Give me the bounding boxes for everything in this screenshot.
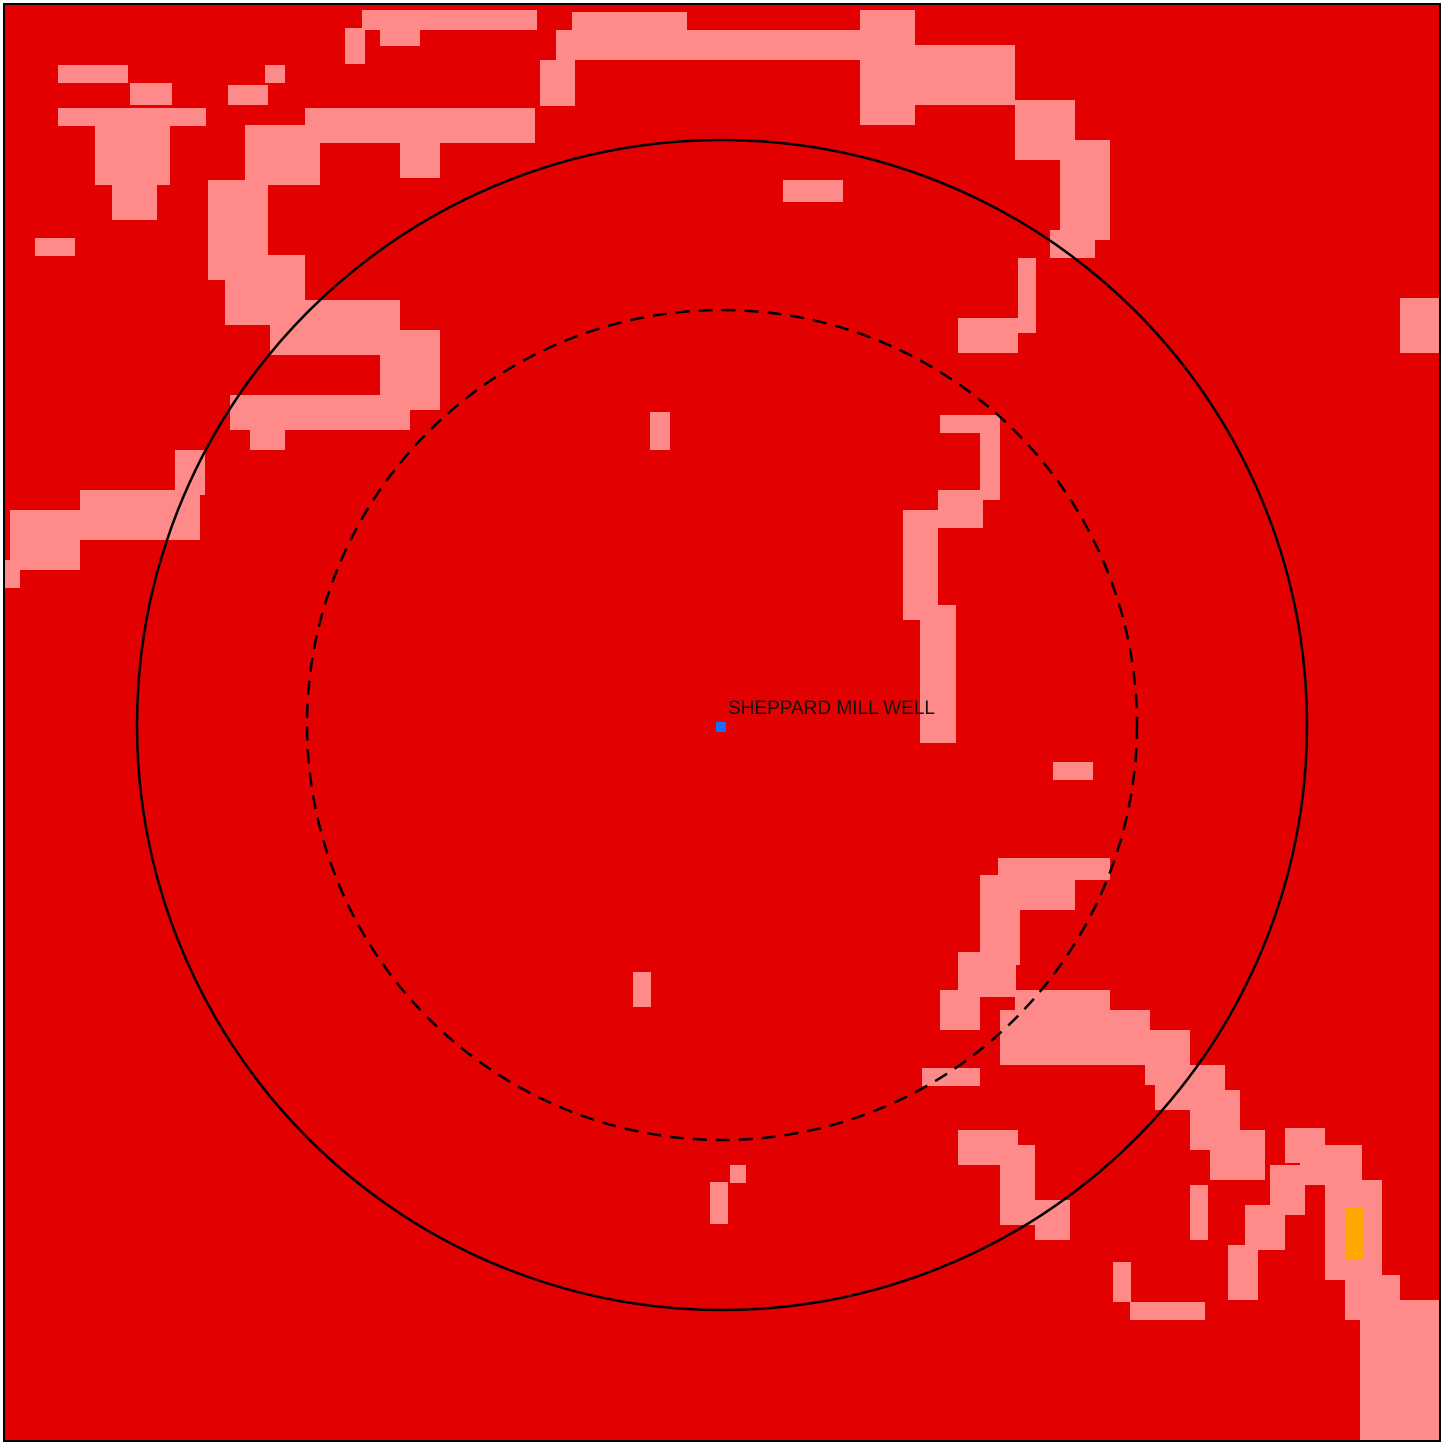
map-frame [3, 3, 1441, 1442]
patch-right-arc-3 [1050, 230, 1095, 258]
outer-ring [135, 138, 1309, 1312]
well-label: SHEPPARD MILL WELL [728, 698, 935, 719]
patch-top-band-4 [572, 12, 687, 34]
patch-small-1 [783, 180, 843, 202]
patch-left-top-3 [228, 85, 268, 105]
patch-left-top-6 [95, 125, 170, 185]
patch-lower-24 [1113, 1262, 1131, 1302]
patch-top-band-1 [362, 10, 537, 30]
patch-strip-4 [903, 510, 938, 620]
patch-small-4 [633, 972, 651, 1007]
patch-top-band-5 [556, 30, 886, 60]
patch-lower-7 [1000, 1010, 1150, 1065]
patch-left-top-7 [112, 180, 157, 220]
patch-lower-19 [1228, 1245, 1258, 1300]
patch-top-band-6 [540, 60, 575, 106]
patch-small-2 [650, 412, 670, 450]
patch-top-band-3 [345, 28, 365, 64]
patch-lower-11 [1210, 1130, 1265, 1180]
patch-left-band-1 [175, 450, 205, 495]
patch-right-edge [1400, 298, 1440, 353]
patch-hook-2 [400, 140, 440, 178]
patch-small-5 [730, 1165, 746, 1183]
patch-left-band-3 [10, 510, 80, 570]
patch-lower-2 [980, 875, 1075, 910]
patch-lower-16 [1360, 1300, 1440, 1440]
patch-strip-1 [940, 415, 1000, 433]
patch-right-arc-2 [1060, 140, 1110, 240]
patch-top-band-2 [380, 28, 420, 46]
patch-mid-right-1 [1018, 258, 1036, 333]
patch-hook-3 [245, 125, 320, 185]
patch-hook-8 [230, 395, 410, 430]
patch-lower-23 [1035, 1200, 1070, 1240]
patch-hook-1 [305, 108, 535, 143]
patch-lower-22 [1000, 1145, 1035, 1225]
patch-top-band-8 [915, 45, 1015, 105]
patch-small-3 [1053, 762, 1093, 780]
patch-left-top-1 [58, 65, 128, 83]
patch-lower-25 [1130, 1302, 1205, 1320]
inner-ring [305, 308, 1139, 1142]
patch-mid-right-2 [958, 318, 1018, 353]
patch-lower-26 [922, 1068, 980, 1086]
patch-hook-9 [250, 425, 285, 450]
patch-lower-20 [1190, 1185, 1208, 1240]
patch-left-top-8 [35, 238, 75, 256]
patch-lower-18 [1245, 1205, 1285, 1250]
patch-top-band-7 [860, 10, 915, 125]
patch-left-top-4 [265, 65, 285, 83]
accent-patch [1345, 1207, 1363, 1260]
patch-strip-5 [920, 605, 956, 743]
patch-lower-5 [940, 990, 980, 1030]
patch-lower-1 [998, 858, 1110, 880]
patch-lower-4 [958, 952, 1016, 997]
patch-left-top-2 [130, 83, 172, 105]
patch-strip-3 [938, 490, 983, 528]
patch-left-band-4 [5, 560, 20, 588]
patch-small-6 [710, 1182, 728, 1224]
patch-lower-13 [1300, 1145, 1362, 1185]
patch-left-band-2 [80, 490, 200, 540]
patch-strip-2 [980, 430, 1000, 500]
well-marker-icon[interactable] [716, 722, 726, 732]
patch-left-top-5 [58, 108, 206, 126]
